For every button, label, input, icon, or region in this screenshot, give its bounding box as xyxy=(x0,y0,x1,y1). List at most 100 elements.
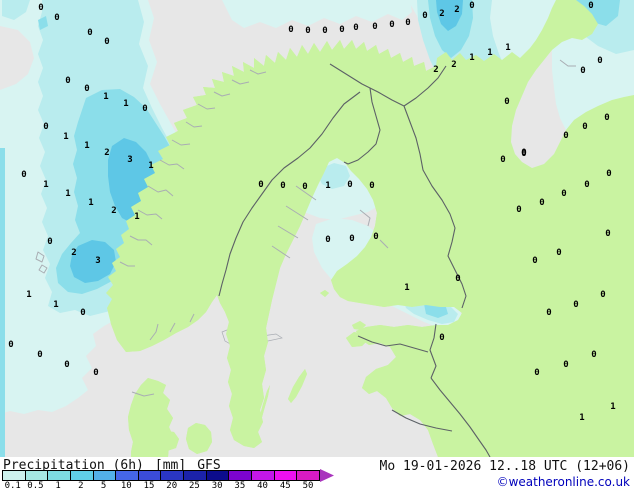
precip-value-label: 1 xyxy=(487,48,492,58)
precip-value-label: 2 xyxy=(454,5,459,15)
precip-value-label: 0 xyxy=(561,189,566,199)
border-sweden-finland xyxy=(343,87,381,165)
precip-heavy-topleft xyxy=(38,16,48,30)
precip-value-label: 0 xyxy=(349,234,354,244)
precip-value-label: 0 xyxy=(104,37,109,47)
precip-value-label: 0 xyxy=(521,149,526,159)
scale-label: 10 xyxy=(120,481,132,490)
precip-value-label: 0 xyxy=(605,229,610,239)
precip-value-label: 1 xyxy=(26,290,31,300)
precip-value-label: 0 xyxy=(305,26,310,36)
scale-label: 25 xyxy=(189,481,200,490)
precip-value-label: 0 xyxy=(580,66,585,76)
precip-value-label: 0 xyxy=(353,23,358,33)
precip-value-label: 0 xyxy=(539,198,544,208)
precip-color-scale xyxy=(2,470,320,481)
precip-value-label: 1 xyxy=(469,53,474,63)
scale-label: 2 xyxy=(78,481,84,490)
scale-cell-2 xyxy=(69,470,93,481)
precip-value-label: 0 xyxy=(405,18,410,28)
precip-value-label: 2 xyxy=(451,60,456,70)
precip-value-label: 0 xyxy=(372,22,377,32)
precip-value-label: 1 xyxy=(53,300,58,310)
precip-value-label: 0 xyxy=(556,248,561,258)
scale-overflow-arrow-icon xyxy=(320,469,334,482)
sea-gap xyxy=(0,26,34,90)
precip-value-label: 1 xyxy=(43,180,48,190)
precip-value-label: 0 xyxy=(422,11,427,21)
scale-cell-5 xyxy=(92,470,116,481)
precip-value-label: 1 xyxy=(134,212,139,222)
shetland-islet xyxy=(38,264,48,274)
precip-core-kola xyxy=(436,0,463,31)
precip-value-label: 0 xyxy=(21,170,26,180)
border-latvia-russia xyxy=(430,377,491,458)
precip-value-label: 0 xyxy=(389,20,394,30)
scale-label: 0.5 xyxy=(27,481,44,490)
precip-value-label: 0 xyxy=(369,181,374,191)
precip-west-edge-strip xyxy=(0,148,5,457)
scale-cell-30 xyxy=(205,470,229,481)
precip-value-label: 1 xyxy=(325,181,330,191)
precip-value-label: 1 xyxy=(123,99,128,109)
precip-value-label: 0 xyxy=(516,205,521,215)
copyright-link[interactable]: ©weatheronline.co.uk xyxy=(496,475,630,489)
border-estonia-latvia xyxy=(357,335,429,353)
precip-value-label: 0 xyxy=(80,308,85,318)
border-finland-russia xyxy=(403,105,467,309)
precip-value-label: 1 xyxy=(84,141,89,151)
precip-moderate-bothnian-bay xyxy=(318,163,350,189)
precip-value-label: 2 xyxy=(71,248,76,258)
precip-value-label: 3 xyxy=(95,256,100,266)
precip-value-label: 0 xyxy=(325,235,330,245)
precip-value-label: 0 xyxy=(563,360,568,370)
scale-label: 40 xyxy=(257,481,268,490)
precip-value-label: 0 xyxy=(280,181,285,191)
border-norway-russia xyxy=(403,65,447,107)
precip-value-label: 1 xyxy=(579,413,584,423)
border-latvia-lithuania xyxy=(391,409,453,432)
precip-light-barents xyxy=(222,0,412,28)
scale-cell-0.1 xyxy=(2,470,25,481)
scale-cell-35 xyxy=(228,470,252,481)
scale-label: 20 xyxy=(166,481,178,490)
precip-moderate-topleft xyxy=(2,0,30,20)
precip-value-label: 0 xyxy=(469,1,474,11)
precip-value-label: 0 xyxy=(339,25,344,35)
precip-value-label: 0 xyxy=(500,155,505,165)
precip-value-label: 0 xyxy=(258,180,263,190)
precip-value-label: 0 xyxy=(521,148,526,158)
scale-cell-50 xyxy=(296,470,320,481)
legend-title-text: Precipitation (6h) xyxy=(3,458,144,473)
scale-label: 1 xyxy=(55,481,61,490)
precip-heavy-northeast-corner xyxy=(576,0,620,26)
scale-cell-0.5 xyxy=(24,470,48,481)
precip-value-label: 0 xyxy=(54,13,59,23)
precip-value-label: 0 xyxy=(93,368,98,378)
precip-value-label: 3 xyxy=(127,155,132,165)
country-borders xyxy=(218,63,491,458)
legend-title: Precipitation (6h) [mm] GFS xyxy=(3,458,232,473)
water-details xyxy=(35,59,576,397)
precip-value-label: 1 xyxy=(505,43,510,53)
border-estonia-russia xyxy=(429,323,437,379)
precip-value-label: 0 xyxy=(37,350,42,360)
precip-value-label: 0 xyxy=(546,308,551,318)
scale-label: 0.1 xyxy=(4,481,21,490)
precip-value-label: 0 xyxy=(43,122,48,132)
scale-cell-40 xyxy=(251,470,274,481)
precip-value-label: 0 xyxy=(584,180,589,190)
precip-value-label: 2 xyxy=(104,148,109,158)
precip-value-label: 2 xyxy=(433,65,438,75)
precip-value-label: 0 xyxy=(582,122,587,132)
precip-value-label: 0 xyxy=(288,25,293,35)
legend-model: GFS xyxy=(197,458,221,473)
precip-value-label: 0 xyxy=(532,256,537,266)
precip-value-label: 0 xyxy=(87,28,92,38)
precip-value-label: 1 xyxy=(404,283,409,293)
legend-bar: Precipitation (6h) [mm] GFS 0.1 0.5 1 2 5 10 15 2… xyxy=(0,457,634,490)
scale-label: 5 xyxy=(100,481,107,490)
precip-value-label: 2 xyxy=(111,206,116,216)
precip-value-label: 0 xyxy=(455,274,460,284)
